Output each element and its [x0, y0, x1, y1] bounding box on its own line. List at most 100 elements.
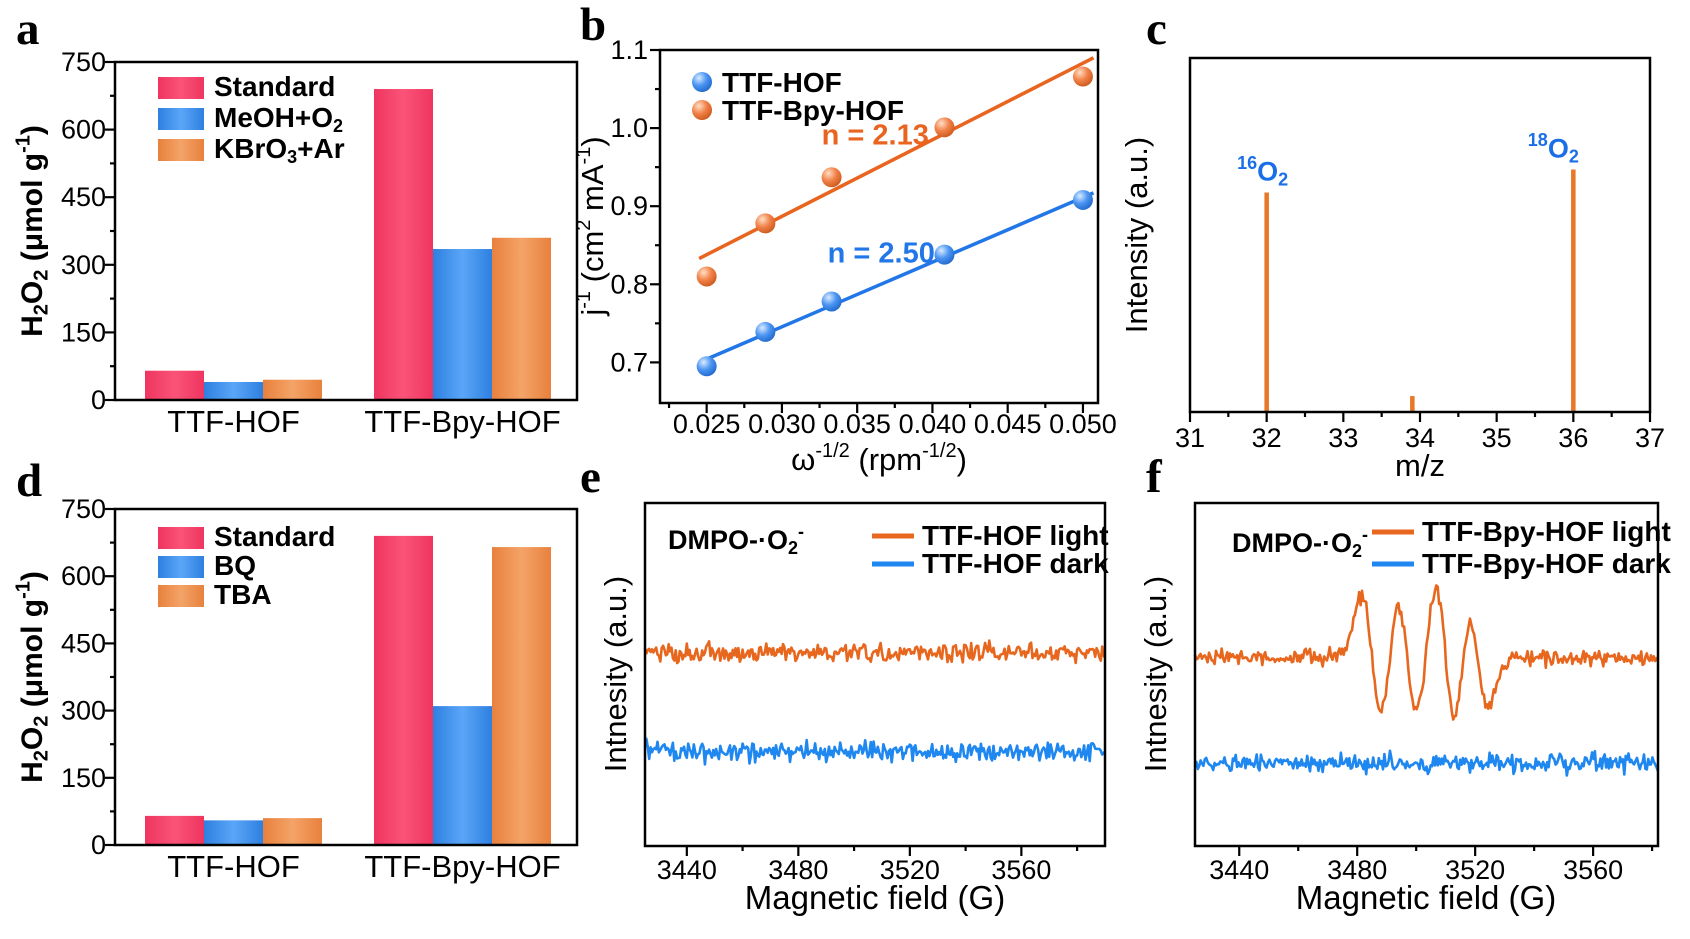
- bar-a-0-2: [263, 379, 322, 400]
- y-axis-label: H2O2 (μmol g-1): [12, 571, 52, 783]
- epr-trace-epr_orange: [1193, 584, 1659, 721]
- y-tick-label: 300: [61, 250, 106, 280]
- bar-d-1-0: [374, 535, 433, 845]
- y-tick-label: 600: [61, 561, 106, 591]
- epr-trace-epr_blue: [1193, 749, 1660, 777]
- y-tick-label: 1.0: [610, 113, 648, 143]
- y-tick-label: 1.1: [610, 35, 648, 65]
- y-tick-label: 150: [61, 317, 106, 347]
- legend-label: TBA: [214, 579, 272, 610]
- legend-label: TTF-HOF dark: [922, 548, 1109, 579]
- y-axis-label: Intensity (a.u.): [1119, 137, 1154, 333]
- data-point-blue: [696, 356, 717, 377]
- y-tick-label: 750: [61, 494, 106, 524]
- x-tick-label: 37: [1635, 423, 1665, 453]
- bar-a-0-1: [204, 381, 263, 400]
- y-tick-label: 450: [61, 182, 106, 212]
- y-tick-label: 0.9: [610, 191, 648, 221]
- x-tick-label: 0.045: [974, 409, 1042, 439]
- y-axis-label: Intnesity (a.u.): [598, 576, 633, 772]
- y-tick-label: 600: [61, 115, 106, 145]
- x-tick-label: 31: [1175, 423, 1205, 453]
- legend-swatch: [158, 139, 204, 161]
- panel-d-frame: [113, 507, 579, 847]
- panel-a: 0 150 300 450 600 750 TTF-HOF TTF-Bpy-HOF H2O2 (…: [12, 47, 579, 439]
- panel-letter-d: d: [16, 455, 43, 507]
- n-annotation: n = 2.13: [822, 119, 929, 151]
- data-point-blue: [755, 321, 776, 342]
- bar-d-1-2: [492, 547, 551, 845]
- panel-letter-a: a: [16, 3, 40, 55]
- category-label: TTF-HOF: [167, 404, 300, 439]
- legend-dot: [692, 72, 712, 92]
- bar-a-0-0: [145, 370, 204, 400]
- legend-label: TTF-Bpy-HOF: [722, 95, 904, 126]
- legend-swatch: [158, 108, 204, 130]
- data-point-blue: [1072, 189, 1093, 210]
- x-tick-label: 35: [1482, 423, 1512, 453]
- panel-f-frame: [1193, 501, 1660, 848]
- panel-letter-f: f: [1146, 451, 1162, 503]
- category-label: TTF-Bpy-HOF: [364, 849, 560, 884]
- x-tick-label: 3480: [1327, 855, 1387, 885]
- x-tick-label: 0.030: [748, 409, 816, 439]
- data-point-orange: [821, 167, 842, 188]
- legend-swatch: [158, 77, 204, 99]
- x-tick-label: 3560: [1563, 855, 1623, 885]
- legend-label: MeOH+O2: [214, 102, 343, 136]
- data-point-orange: [755, 213, 776, 234]
- x-tick-label: 0.035: [823, 409, 891, 439]
- x-tick-label: 3560: [991, 855, 1051, 885]
- legend-swatch: [158, 556, 204, 578]
- panel-a-frame: [113, 60, 579, 402]
- panel-c: 31 32 33 34 35 36 37 16O2 18O2 Intensity (a.u.) m/…: [1119, 56, 1665, 483]
- isotope-label: 16O2: [1237, 153, 1288, 189]
- y-axis-label: Intnesity (a.u.): [1138, 576, 1173, 772]
- panel-d: 0 150 300 450 600 750 TTF-HOF TTF-Bpy-HOF H2O2 (…: [12, 494, 579, 884]
- legend-swatch: [158, 527, 204, 549]
- legend-dot: [692, 100, 712, 120]
- x-tick-label: 3440: [657, 855, 717, 885]
- panel-letter-c: c: [1146, 3, 1167, 55]
- y-tick-label: 750: [61, 47, 106, 77]
- isotope-label: 18O2: [1528, 130, 1579, 166]
- dmpo-annotation: DMPO-·O2-: [668, 522, 804, 558]
- x-tick-label: 3480: [768, 855, 828, 885]
- y-tick-label: 300: [61, 696, 106, 726]
- y-tick-label: 150: [61, 763, 106, 793]
- x-axis-label: Magnetic field (G): [1296, 879, 1556, 916]
- bar-a-1-2: [492, 237, 551, 400]
- legend-label: Standard: [214, 71, 335, 102]
- panel-e-frame: [643, 501, 1107, 848]
- legend-label: TTF-Bpy-HOF light: [1422, 516, 1671, 547]
- x-axis-label: ω-1/2 (rpm-1/2): [791, 440, 967, 477]
- x-tick-label: 32: [1252, 423, 1282, 453]
- data-point-orange: [1072, 66, 1093, 87]
- legend-label: BQ: [214, 550, 256, 581]
- y-axis-label: j-1 (cm2 mA-1): [573, 136, 610, 316]
- n-annotation: n = 2.50: [828, 237, 935, 269]
- epr-trace-epr_blue: [643, 737, 1107, 766]
- legend-swatch: [158, 585, 204, 607]
- bar-d-0-1: [204, 820, 263, 845]
- x-tick-label: 3520: [880, 855, 940, 885]
- y-axis-label: H2O2 (μmol g-1): [12, 125, 52, 337]
- data-point-orange: [696, 266, 717, 287]
- panel-b: 0.025 0.030 0.035 0.040 0.045 0.050 0.7 0.8 0.9 1…: [573, 35, 1117, 477]
- y-tick-label: 0.7: [610, 347, 648, 377]
- data-point-orange: [934, 117, 955, 138]
- x-tick-label: 34: [1405, 423, 1435, 453]
- panel-e: 3440 3480 3520 3560 Intnesity (a.u.) Magnetic…: [598, 501, 1109, 916]
- x-tick-label: 0.050: [1049, 409, 1117, 439]
- dmpo-annotation: DMPO-·O2-: [1232, 525, 1368, 561]
- legend-label: KBrO3+Ar: [214, 133, 345, 167]
- x-axis-label: m/z: [1395, 448, 1445, 483]
- x-tick-label: 0.040: [899, 409, 967, 439]
- bar-d-1-1: [433, 706, 492, 845]
- data-point-blue: [821, 291, 842, 312]
- epr-trace-epr_orange: [643, 639, 1107, 665]
- y-tick-label: 0: [91, 385, 106, 415]
- y-tick-label: 450: [61, 628, 106, 658]
